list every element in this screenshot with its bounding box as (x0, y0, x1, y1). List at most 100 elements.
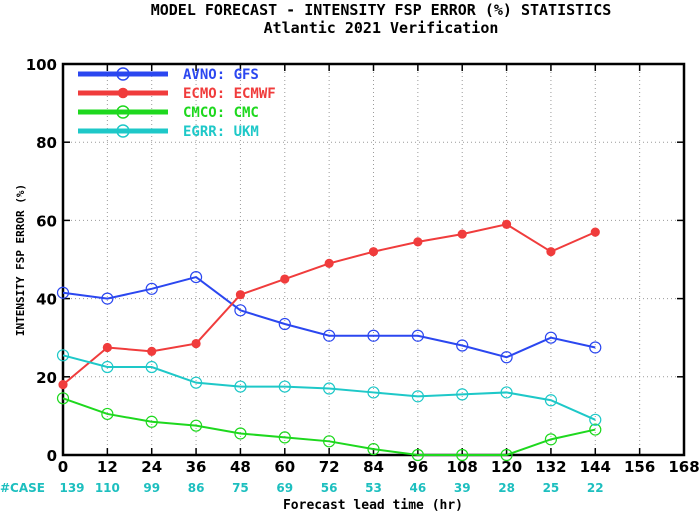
data-point (367, 386, 380, 399)
data-point (411, 329, 424, 342)
legend-label: CMCO: CMC (183, 105, 259, 121)
x-tick-label: 60 (274, 458, 295, 476)
x-axis-label: Forecast lead time (hr) (283, 498, 463, 513)
x-tick-label: 156 (624, 458, 655, 476)
data-point (589, 413, 602, 426)
data-point (58, 380, 68, 390)
x-tick-label: 48 (230, 458, 251, 476)
y-tick-label: 20 (36, 369, 57, 387)
data-point (56, 286, 70, 299)
grid (63, 64, 684, 455)
data-point (500, 351, 513, 364)
case-count: 99 (143, 481, 160, 495)
case-count: 69 (276, 481, 293, 495)
chart-subtitle: Atlantic 2021 Verification (264, 19, 499, 37)
data-point (367, 329, 380, 342)
y-tick-label: 60 (36, 212, 57, 230)
data-point (278, 431, 291, 444)
data-point (101, 360, 114, 374)
case-count: 139 (59, 481, 84, 495)
x-tick-label: 72 (319, 458, 340, 476)
data-point (589, 423, 602, 436)
legend-marker (117, 87, 129, 99)
data-point (413, 237, 423, 247)
data-point (189, 419, 203, 432)
x-tick-label: 120 (491, 458, 522, 476)
data-point (456, 388, 469, 401)
data-point (145, 282, 158, 295)
data-point (234, 380, 247, 393)
data-point (280, 274, 290, 284)
y-axis-label: INTENSITY FSP ERROR (%) (14, 184, 27, 336)
legend-label: ECMO: ECMWF (183, 86, 276, 102)
data-point (102, 342, 112, 353)
data-point (544, 331, 558, 344)
x-tick-label: 12 (97, 458, 118, 476)
data-point (278, 317, 291, 331)
data-point (501, 219, 512, 229)
data-point (456, 448, 469, 462)
case-count: 110 (95, 481, 120, 495)
x-tick-label: 24 (141, 458, 162, 476)
data-point (145, 415, 158, 428)
data-point (544, 394, 558, 407)
data-point (546, 247, 556, 257)
data-point (191, 338, 201, 349)
data-point (323, 382, 336, 395)
data-point (56, 349, 70, 362)
data-point (411, 390, 424, 403)
legend-marker (116, 124, 130, 138)
legend-marker (116, 105, 130, 119)
data-point (590, 227, 600, 237)
case-count: 46 (410, 481, 427, 495)
x-tick-label: 84 (363, 458, 384, 476)
data-point (101, 292, 114, 305)
case-count: 86 (188, 481, 205, 495)
legend: AVNO: GFS ECMO: ECMWF CMCO: CMC EGRR: UKM (78, 67, 276, 140)
data-point (235, 290, 246, 300)
series-layer (56, 219, 602, 462)
series-line (62, 397, 596, 456)
chart-title: MODEL FORECAST - INTENSITY FSP ERROR (%)… (151, 1, 612, 19)
data-point (145, 360, 158, 374)
x-tick-label: 0 (58, 458, 68, 476)
data-point (189, 270, 203, 284)
case-counts: 139 110 99 86 75 69 56 53 46 39 28 25 22 (59, 481, 603, 495)
y-tick-label: 80 (36, 134, 57, 152)
data-point (457, 229, 467, 239)
x-tick-label: 108 (447, 458, 478, 476)
x-tick-label: 36 (186, 458, 207, 476)
x-tick-label: 144 (580, 458, 611, 476)
data-point (101, 407, 114, 421)
y-tick-label: 40 (36, 291, 57, 309)
data-point (323, 329, 336, 342)
y-tick-label: 0 (47, 447, 57, 465)
series-line (62, 354, 596, 421)
case-count: 22 (587, 481, 604, 495)
data-point (234, 304, 247, 317)
case-label: #CASE (0, 481, 45, 495)
case-count: 53 (365, 481, 382, 495)
data-point (56, 392, 70, 405)
x-tick-label: 168 (668, 458, 699, 476)
data-point (147, 346, 157, 356)
case-count: 25 (543, 481, 560, 495)
case-count: 75 (232, 481, 249, 495)
data-point (544, 433, 558, 446)
case-count: 28 (498, 481, 515, 495)
legend-label: AVNO: GFS (183, 67, 259, 83)
data-point (589, 341, 602, 354)
data-point (278, 380, 291, 393)
data-point (456, 339, 469, 352)
data-point (500, 448, 513, 462)
legend-marker (116, 67, 130, 81)
x-tick-label: 96 (407, 458, 428, 476)
case-count: 39 (454, 481, 471, 495)
case-count: 56 (321, 481, 338, 495)
x-tick-label: 132 (535, 458, 566, 476)
axes: 0 12 24 36 48 60 72 84 96 108 120 132 144 156 168 0 20 40… (26, 56, 700, 476)
data-point (234, 427, 247, 440)
data-point (324, 258, 334, 269)
y-tick-label: 100 (26, 56, 57, 74)
